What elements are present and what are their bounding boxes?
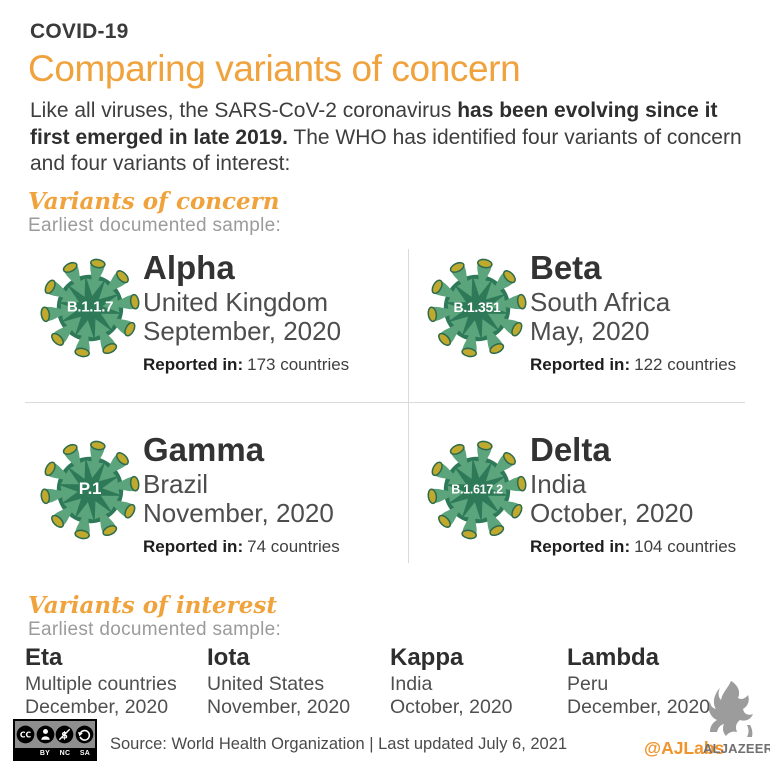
cc-icon: CC	[16, 725, 35, 744]
interest-item-iota: Iota United States November, 2020	[207, 642, 390, 718]
reported-label: Reported in:	[143, 537, 244, 556]
variant-date: November, 2020	[143, 497, 334, 528]
variant-name: Beta	[530, 249, 602, 286]
intro-paragraph: Like all viruses, the SARS-CoV-2 coronav…	[30, 98, 752, 178]
cc-nc-label: NC	[59, 750, 71, 757]
variant-country: Peru	[567, 673, 609, 695]
variant-date: May, 2020	[530, 315, 650, 346]
cc-sa-label: SA	[79, 750, 91, 757]
variant-date: December, 2020	[567, 695, 711, 718]
grid-divider-vertical	[408, 249, 409, 563]
cc-by-label: BY	[39, 750, 51, 757]
voi-heading: Variants of interest	[28, 592, 277, 619]
reported-label: Reported in:	[143, 355, 244, 374]
variant-date: November, 2020	[207, 695, 351, 718]
reported-value: 74 countries	[247, 537, 340, 556]
virus-icon: P.1	[33, 433, 147, 547]
variant-date: December, 2020	[25, 695, 169, 718]
cc-license-badge: CC $ BY NC SA	[13, 719, 97, 761]
reported-value: 104 countries	[634, 537, 737, 556]
variant-country: Multiple countries	[25, 673, 177, 695]
variant-date: October, 2020	[530, 497, 694, 528]
variant-reported: Reported in: 74 countries	[143, 537, 340, 557]
virus-icon: B.1.617.2	[420, 433, 534, 547]
variant-reported: Reported in: 173 countries	[143, 355, 349, 375]
variant-country: India	[390, 673, 433, 695]
interest-item-kappa: Kappa India October, 2020	[390, 642, 567, 718]
svg-text:CC: CC	[20, 730, 32, 739]
lineage-label: P.1	[78, 479, 102, 498]
variant-country: South Africa	[530, 287, 671, 317]
voi-subheading: Earliest documented sample:	[28, 619, 282, 640]
kicker: COVID-19	[30, 20, 129, 43]
intro-bold: has been evolving since it first emerged…	[30, 99, 718, 149]
variant-card-beta: B.1.351 Beta South Africa May, 2020 Repo…	[420, 248, 770, 375]
page-title: Comparing variants of concern	[28, 48, 521, 89]
grid-divider-horizontal	[25, 402, 745, 403]
voc-subheading: Earliest documented sample:	[28, 215, 282, 236]
variant-card-alpha: B.1.1.7 Alpha United Kingdom September, …	[33, 248, 405, 375]
svg-text:$: $	[62, 730, 69, 741]
source-line: Source: World Health Organization | Last…	[110, 735, 568, 753]
variant-name: Kappa	[390, 644, 464, 671]
variant-date: October, 2020	[390, 695, 513, 718]
variant-country: India	[530, 469, 587, 499]
lineage-label: B.1.351	[453, 299, 501, 316]
variant-country: United States	[207, 673, 325, 695]
interest-item-lambda: Lambda Peru December, 2020	[567, 642, 747, 718]
variant-date: September, 2020	[143, 315, 342, 346]
variant-name: Lambda	[567, 644, 660, 671]
variants-of-interest-grid: Eta Multiple countries December, 2020 Io…	[25, 642, 747, 718]
variant-reported: Reported in: 122 countries	[530, 355, 736, 375]
variant-name: Iota	[207, 644, 250, 671]
variant-card-gamma: P.1 Gamma Brazil November, 2020 Reported…	[33, 430, 405, 557]
variant-name: Eta	[25, 644, 63, 671]
cc-sa-arrow-icon	[75, 725, 94, 744]
interest-item-eta: Eta Multiple countries December, 2020	[25, 642, 207, 718]
cc-by-person-icon	[36, 725, 54, 744]
variant-country: Brazil	[143, 469, 209, 499]
reported-label: Reported in:	[530, 537, 631, 556]
intro-rest: The WHO has identified four variants of …	[30, 125, 742, 176]
cc-license-labels: BY NC SA	[15, 748, 95, 759]
virus-icon: B.1.1.7	[33, 251, 147, 365]
variant-name: Delta	[530, 431, 611, 468]
ajlabs-credit: @AJLabs	[644, 738, 725, 758]
voc-heading: Variants of concern	[28, 188, 280, 215]
lineage-label: B.1.1.7	[66, 298, 114, 316]
variant-card-delta: B.1.617.2 Delta India October, 2020 Repo…	[420, 430, 770, 557]
variant-country: United Kingdom	[143, 287, 328, 317]
intro-lead: Like all viruses, the SARS-CoV-2 coronav…	[30, 99, 458, 122]
variant-name: Alpha	[143, 249, 235, 286]
virus-icon: B.1.351	[420, 251, 534, 365]
variant-name: Gamma	[143, 431, 265, 468]
aljazeera-logo-icon	[708, 681, 753, 737]
variant-reported: Reported in: 104 countries	[530, 537, 736, 557]
reported-value: 173 countries	[247, 355, 350, 374]
lineage-label: B.1.617.2	[451, 482, 503, 497]
reported-value: 122 countries	[634, 355, 737, 374]
aljazeera-wordmark: ALJAZEERA	[703, 741, 770, 756]
reported-label: Reported in:	[530, 355, 631, 374]
cc-nc-dollar-icon: $	[56, 725, 74, 744]
